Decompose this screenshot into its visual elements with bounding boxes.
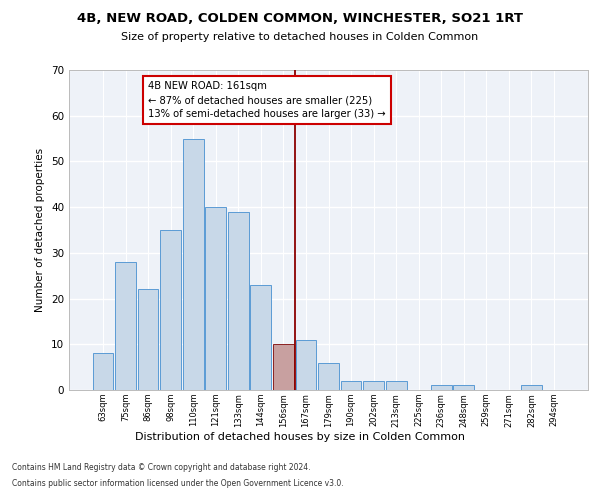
Bar	[160, 230, 181, 390]
Bar	[363, 381, 384, 390]
Bar	[205, 207, 226, 390]
Text: 4B NEW ROAD: 161sqm
← 87% of detached houses are smaller (225)
13% of semi-detac: 4B NEW ROAD: 161sqm ← 87% of detached ho…	[148, 82, 386, 120]
Text: Size of property relative to detached houses in Colden Common: Size of property relative to detached ho…	[121, 32, 479, 42]
Text: Distribution of detached houses by size in Colden Common: Distribution of detached houses by size …	[135, 432, 465, 442]
Text: 4B, NEW ROAD, COLDEN COMMON, WINCHESTER, SO21 1RT: 4B, NEW ROAD, COLDEN COMMON, WINCHESTER,…	[77, 12, 523, 26]
Bar	[521, 386, 542, 390]
Bar	[250, 285, 271, 390]
Bar	[183, 138, 203, 390]
Bar	[228, 212, 248, 390]
Bar	[273, 344, 294, 390]
Bar	[137, 290, 158, 390]
Bar	[341, 381, 361, 390]
Text: Contains HM Land Registry data © Crown copyright and database right 2024.: Contains HM Land Registry data © Crown c…	[12, 462, 311, 471]
Bar	[431, 386, 452, 390]
Bar	[92, 354, 113, 390]
Bar	[115, 262, 136, 390]
Bar	[386, 381, 407, 390]
Y-axis label: Number of detached properties: Number of detached properties	[35, 148, 46, 312]
Bar	[454, 386, 474, 390]
Bar	[296, 340, 316, 390]
Bar	[318, 362, 339, 390]
Text: Contains public sector information licensed under the Open Government Licence v3: Contains public sector information licen…	[12, 478, 344, 488]
